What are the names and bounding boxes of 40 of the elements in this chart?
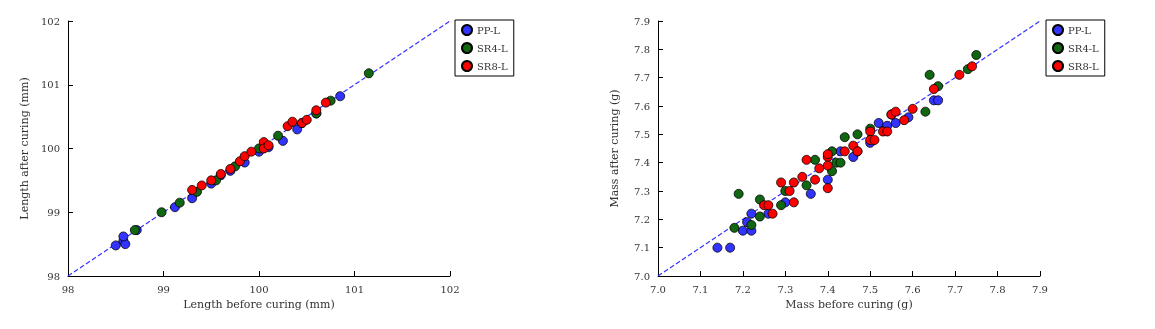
x-tick-label: 7.7 [947, 283, 964, 295]
legend-label: SR8-L [477, 60, 509, 72]
x-tick-label: 7.1 [692, 283, 709, 295]
x-tick-label: 7.0 [650, 283, 666, 295]
x-axis-title: Mass before curing (g) [785, 297, 913, 311]
y-tick-label: 7.3 [634, 185, 650, 197]
y-tick-label: 7.5 [634, 128, 650, 140]
x-tick-label: 100 [249, 283, 269, 295]
y-tick-label: 99 [47, 206, 60, 218]
x-tick-label: 101 [344, 283, 365, 295]
x-tick-label: 7.6 [904, 283, 921, 295]
y-axis-title: Length after curing (mm) [18, 77, 31, 220]
x-tick-label: 7.2 [734, 283, 751, 295]
y-tick-label: 7.4 [634, 157, 650, 169]
y-axis-title: Mass after curing (g) [608, 89, 621, 208]
y-tick-label: 7.7 [634, 72, 650, 84]
y-tick-label: 101 [40, 79, 60, 91]
legend-label: SR4-L [1068, 42, 1100, 54]
y-tick-label: 100 [40, 143, 60, 154]
legend-label: PP-L [1068, 24, 1092, 36]
y-tick-label: 7.2 [634, 213, 650, 225]
x-tick-label: 7.3 [777, 283, 794, 295]
x-tick-label: 99 [157, 283, 170, 295]
y-tick-label: 7.9 [634, 15, 650, 27]
y-tick-label: 7.1 [634, 242, 650, 254]
legend-label: SR4-L [477, 42, 509, 54]
y-tick-label: 7.0 [634, 270, 650, 282]
x-tick-label: 98 [61, 283, 75, 295]
x-tick-label: 7.5 [862, 283, 879, 295]
y-tick-label: 102 [40, 15, 60, 27]
y-tick-label: 98 [47, 270, 60, 282]
y-tick-label: 7.6 [634, 100, 650, 112]
y-tick-label: 7.8 [634, 43, 650, 55]
x-tick-label: 102 [440, 283, 460, 295]
x-axis-title: Length before curing (mm) [183, 297, 335, 311]
x-tick-label: 7.4 [819, 283, 836, 295]
legend-label: SR8-L [1068, 60, 1100, 72]
x-tick-label: 7.8 [989, 283, 1006, 295]
legend-label: PP-L [477, 24, 501, 36]
x-tick-label: 7.9 [1032, 283, 1048, 295]
